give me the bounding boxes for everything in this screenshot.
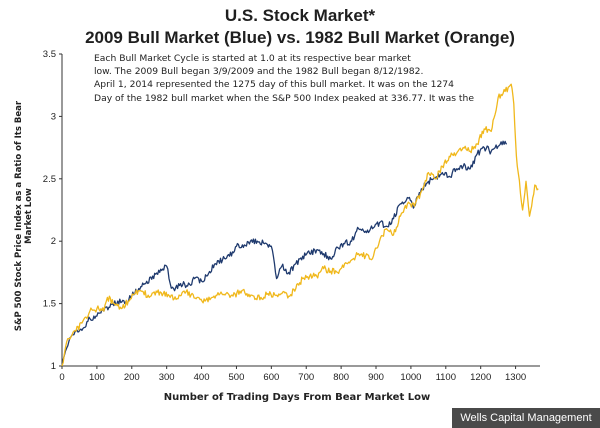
x-tick-label: 0 [59,372,64,383]
y-tick-label: 2.5 [43,174,56,185]
x-axis-label: Number of Trading Days From Bear Market … [163,392,431,403]
y-tick-label: 3 [51,111,56,122]
x-tick-label: 500 [229,372,245,383]
x-tick-label: 400 [194,372,210,383]
source-badge: Wells Capital Management [452,408,600,428]
annotation-line-4: Day of the 1982 bull market when the S&P… [94,92,475,104]
x-tick-label: 200 [124,372,140,383]
y-tick-label: 1 [51,361,56,372]
chart-title-line1: U.S. Stock Market* [224,6,376,25]
y-tick-label: 1.5 [43,299,56,310]
x-tick-label: 900 [368,372,384,383]
series-2009-bull-line [61,140,508,367]
y-axis-label: S&P 500 Stock Price Index as a Ratio of … [14,100,34,332]
annotation-line-1: Each Bull Market Cycle is started at 1.0… [94,53,411,64]
y-tick-label: 2 [51,236,56,247]
x-tick-label: 1000 [400,372,421,383]
x-tick-label: 1300 [505,372,526,383]
x-tick-label: 1200 [470,372,491,383]
x-tick-label: 800 [333,372,349,383]
y-tick-label: 3.5 [43,49,56,60]
x-tick-label: 700 [298,372,314,383]
chart-title-line2: 2009 Bull Market (Blue) vs. 1982 Bull Ma… [85,28,515,47]
series-1982-bull-line [61,83,539,367]
x-tick-label: 600 [263,372,279,383]
annotation-line-2: low. The 2009 Bull began 3/9/2009 and th… [94,66,424,78]
x-tick-label: 300 [159,372,175,383]
annotation-line-3: April 1, 2014 represented the 1275 day o… [94,79,454,91]
x-tick-label: 1100 [436,372,456,383]
x-tick-label: 100 [89,372,105,383]
chart-annotation: Each Bull Market Cycle is started at 1.0… [94,52,514,105]
